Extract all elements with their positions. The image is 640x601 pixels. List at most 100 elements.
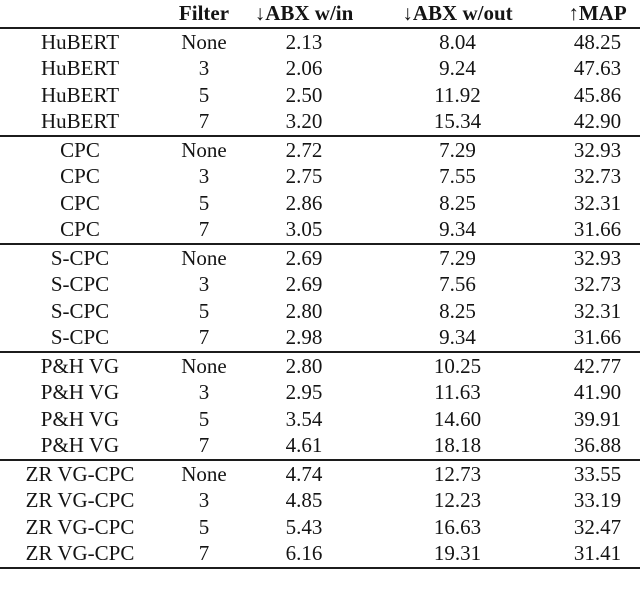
cell-abx-without: 7.29: [360, 135, 555, 164]
cell-model: P&H VG: [40, 380, 120, 405]
results-table: Filter ↓ABX w/in ↓ABX w/out ↑MAP HuBERT N…: [0, 0, 640, 569]
cell-abx-without: 19.31: [360, 540, 555, 569]
cell-filter: None: [160, 459, 248, 488]
cell-model: P&H VG: [40, 406, 120, 431]
cell-abx-within: 2.86: [285, 190, 323, 215]
table-row: S-CPC 3 2.69 7.56 32.73: [0, 272, 640, 299]
cell-filter: 7: [198, 109, 210, 134]
table-row: P&H VG 7 4.61 18.18 36.88: [0, 433, 640, 461]
table-row: CPC 5 2.86 8.25 32.31: [0, 190, 640, 217]
cell-abx-without: 8.04: [360, 27, 555, 56]
cell-filter: 3: [198, 164, 210, 189]
cell-map: 45.86: [573, 82, 622, 107]
cell-model: CPC: [60, 190, 100, 215]
table-body: HuBERT None 2.13 8.04 48.25 HuBERT 3 2.06 9.24 47…: [0, 27, 640, 569]
cell-model: HuBERT: [40, 56, 120, 81]
cell-map: 32.93: [555, 135, 640, 164]
cell-abx-without: 16.63: [433, 514, 482, 539]
cell-abx-within: 2.13: [248, 27, 360, 56]
cell-abx-within: 3.05: [285, 217, 323, 242]
cell-model: S-CPC: [50, 298, 110, 323]
cell-abx-without: 7.29: [360, 243, 555, 272]
cell-filter: None: [160, 351, 248, 380]
table-row: HuBERT None 2.13 8.04 48.25: [0, 27, 640, 56]
cell-abx-within: 2.69: [248, 243, 360, 272]
cell-filter: 5: [198, 514, 210, 539]
cell-abx-without: 14.60: [433, 406, 482, 431]
cell-model: S-CPC: [0, 243, 160, 272]
cell-map: 48.25: [555, 27, 640, 56]
cell-abx-without: 10.25: [360, 351, 555, 380]
cell-map: 32.73: [573, 164, 622, 189]
cell-abx-within: 4.61: [285, 433, 323, 458]
cell-filter: 3: [198, 56, 210, 81]
col-header-model: [0, 0, 160, 29]
cell-filter: 3: [198, 272, 210, 297]
cell-abx-within: 2.69: [285, 272, 323, 297]
cell-abx-without: 9.34: [439, 325, 476, 350]
cell-model: P&H VG: [0, 351, 160, 380]
cell-abx-within: 2.06: [285, 56, 323, 81]
table-row: HuBERT 5 2.50 11.92 45.86: [0, 82, 640, 109]
cell-map: 33.19: [573, 488, 622, 513]
cell-abx-within: 2.98: [285, 325, 323, 350]
cell-abx-within: 4.85: [285, 488, 323, 513]
cell-model: HuBERT: [40, 82, 120, 107]
cell-abx-without: 18.18: [433, 433, 482, 458]
cell-filter: 5: [198, 406, 210, 431]
table-row: HuBERT 3 2.06 9.24 47.63: [0, 56, 640, 83]
cell-abx-within: 6.16: [248, 540, 360, 569]
cell-map: 31.66: [573, 325, 622, 350]
cell-abx-without: 7.55: [439, 164, 476, 189]
cell-abx-within: 3.20: [285, 109, 323, 134]
cell-map: 47.63: [573, 56, 622, 81]
table-row: P&H VG 5 3.54 14.60 39.91: [0, 406, 640, 433]
cell-model: ZR VG-CPC: [25, 488, 135, 513]
cell-abx-within: 2.75: [285, 164, 323, 189]
table-row: P&H VG 3 2.95 11.63 41.90: [0, 380, 640, 407]
cell-filter: 5: [198, 298, 210, 323]
cell-abx-without: 8.25: [439, 190, 476, 215]
cell-model: HuBERT: [40, 109, 120, 134]
cell-map: 32.73: [573, 272, 622, 297]
cell-abx-without: 9.34: [439, 217, 476, 242]
table-row: ZR VG-CPC 3 4.85 12.23 33.19: [0, 488, 640, 515]
col-header-abx-without: ↓ABX w/out: [360, 0, 555, 29]
cell-abx-within: 2.80: [248, 351, 360, 380]
header-row: Filter ↓ABX w/in ↓ABX w/out ↑MAP: [0, 0, 640, 29]
cell-map: 33.55: [555, 459, 640, 488]
cell-model: P&H VG: [40, 433, 120, 458]
cell-model: ZR VG-CPC: [25, 514, 135, 539]
cell-abx-within: 2.72: [248, 135, 360, 164]
table-row: ZR VG-CPC 5 5.43 16.63 32.47: [0, 514, 640, 541]
table-row: P&H VG None 2.80 10.25 42.77: [0, 351, 640, 380]
cell-abx-without: 9.24: [439, 56, 476, 81]
table-row: S-CPC None 2.69 7.29 32.93: [0, 243, 640, 272]
col-header-map: ↑MAP: [555, 0, 640, 29]
cell-map: 32.31: [573, 190, 622, 215]
cell-model: ZR VG-CPC: [0, 540, 160, 569]
cell-filter: 3: [198, 380, 210, 405]
cell-model: CPC: [60, 164, 100, 189]
col-header-abx-within: ↓ABX w/in: [248, 0, 360, 29]
cell-map: 31.41: [555, 540, 640, 569]
cell-model: CPC: [60, 217, 100, 242]
cell-map: 32.93: [555, 243, 640, 272]
table-row: CPC 3 2.75 7.55 32.73: [0, 164, 640, 191]
cell-model: S-CPC: [50, 272, 110, 297]
cell-abx-without: 11.63: [434, 380, 481, 405]
cell-map: 31.66: [573, 217, 622, 242]
cell-map: 32.31: [573, 298, 622, 323]
table-row: ZR VG-CPC 7 6.16 19.31 31.41: [0, 540, 640, 569]
cell-map: 39.91: [573, 406, 622, 431]
cell-filter: 5: [198, 82, 210, 107]
cell-map: 41.90: [573, 380, 622, 405]
cell-filter: 7: [198, 325, 210, 350]
cell-abx-without: 12.73: [360, 459, 555, 488]
cell-abx-within: 5.43: [285, 514, 323, 539]
cell-filter: None: [160, 135, 248, 164]
cell-map: 32.47: [573, 514, 622, 539]
cell-map: 42.90: [573, 109, 622, 134]
table-row: HuBERT 7 3.20 15.34 42.90: [0, 109, 640, 137]
